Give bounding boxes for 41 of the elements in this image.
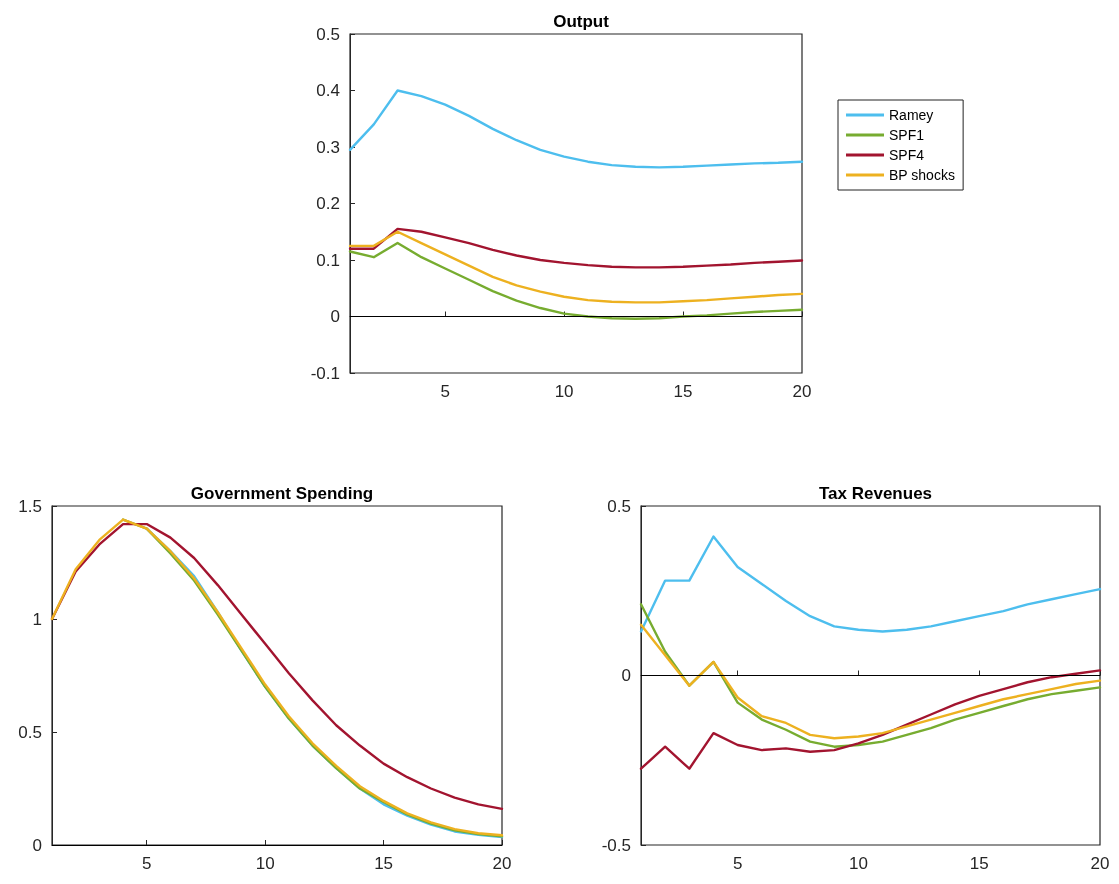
x-tick-label: 5 bbox=[142, 854, 152, 873]
legend-label: BP shocks bbox=[889, 167, 955, 183]
line-series bbox=[639, 603, 1102, 748]
y-tick-label: -0.1 bbox=[310, 363, 340, 383]
y-tick-label: 0.3 bbox=[316, 137, 340, 157]
line-series bbox=[639, 623, 1102, 740]
y-tick-label: 1.5 bbox=[18, 496, 42, 516]
y-tick-label: 0 bbox=[32, 835, 42, 855]
line-series bbox=[348, 227, 804, 269]
line-series bbox=[348, 241, 804, 320]
x-tick-label: 20 bbox=[1090, 854, 1110, 873]
y-tick-label: 0 bbox=[621, 666, 631, 685]
x-tick-label: 5 bbox=[732, 854, 743, 873]
y-tick-label: 1 bbox=[32, 609, 42, 629]
x-tick-label: 15 bbox=[374, 854, 394, 873]
x-tick-label: 15 bbox=[969, 854, 989, 873]
line-series bbox=[348, 230, 804, 304]
x-tick-label: 15 bbox=[673, 382, 693, 401]
y-tick-label: 0.5 bbox=[316, 24, 340, 44]
x-tick-label: 10 bbox=[255, 854, 275, 873]
x-tick-label: 10 bbox=[848, 854, 868, 873]
y-tick-label: 0.4 bbox=[316, 81, 340, 100]
y-tick-label: -0.5 bbox=[601, 835, 631, 855]
y-tick-label: 0.2 bbox=[316, 194, 340, 213]
x-tick-label: 20 bbox=[492, 854, 512, 873]
line-series bbox=[639, 669, 1102, 770]
y-tick-label: 0.5 bbox=[18, 722, 42, 742]
legend-label: SPF1 bbox=[889, 127, 925, 143]
x-tick-label: 5 bbox=[440, 382, 450, 401]
chart-title: Government Spending bbox=[190, 484, 374, 503]
y-tick-label: 0 bbox=[330, 307, 340, 326]
chart-title: Tax Revenues bbox=[818, 484, 933, 503]
x-tick-label: 10 bbox=[554, 382, 574, 401]
legend-label: Ramey bbox=[889, 107, 934, 123]
legend-label: SPF4 bbox=[889, 147, 925, 163]
y-tick-label: 0.5 bbox=[607, 496, 631, 516]
chart-title: Output bbox=[553, 12, 610, 31]
line-series bbox=[639, 535, 1102, 633]
line-series bbox=[348, 89, 804, 169]
y-tick-label: 0.1 bbox=[316, 250, 340, 270]
x-tick-label: 20 bbox=[792, 382, 812, 401]
